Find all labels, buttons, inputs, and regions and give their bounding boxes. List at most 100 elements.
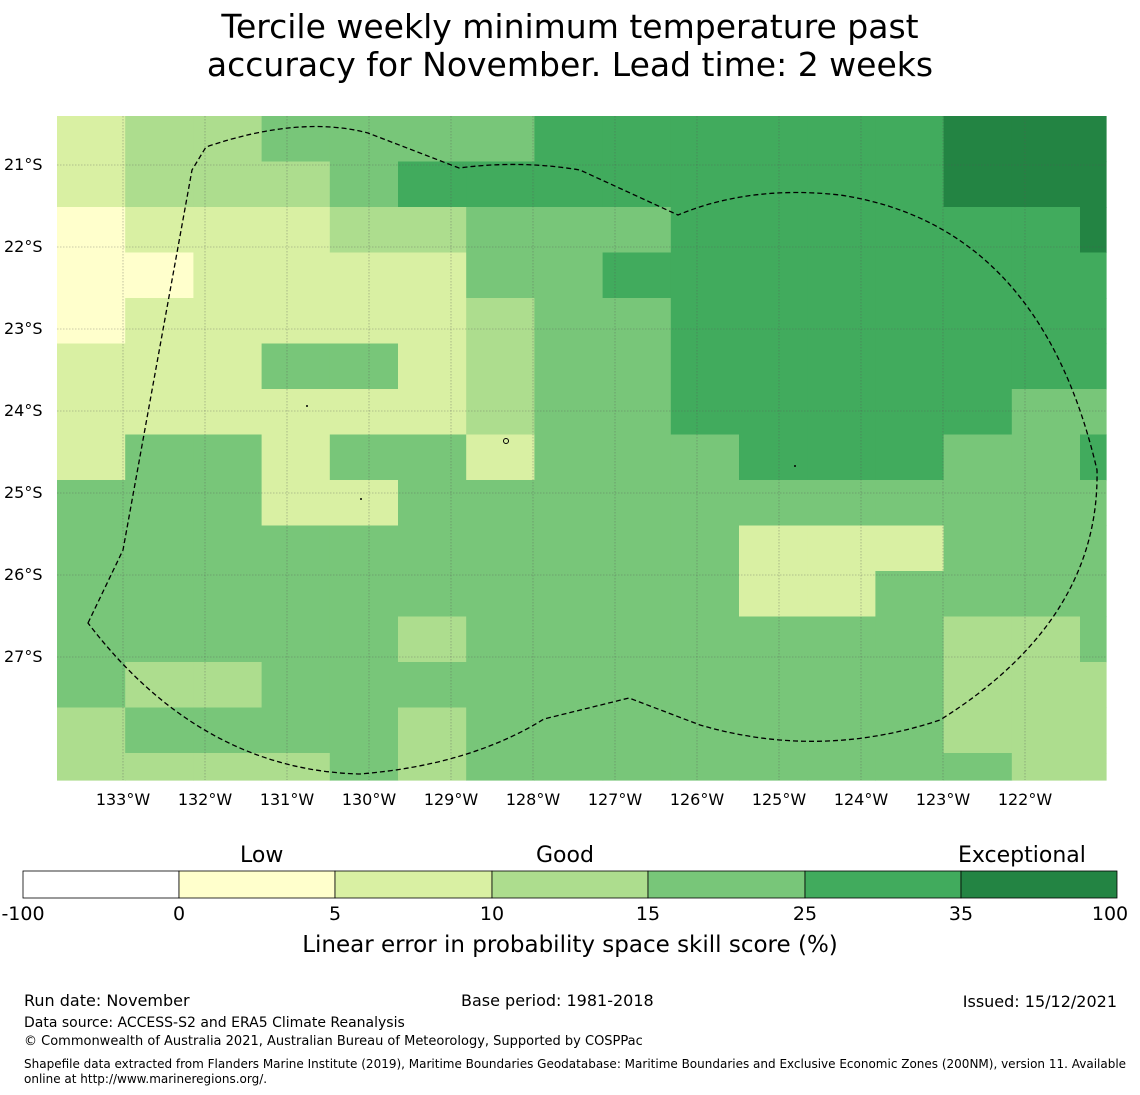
lon-label: 122°W [997,790,1053,809]
grid-cell [534,298,604,345]
grid-cell [807,207,876,254]
grid-cell [329,207,399,254]
colorbar-segment [960,870,1118,899]
grid-cell [193,434,263,481]
run-date: Run date: November [24,991,190,1010]
grid-cell [943,343,1013,390]
grid-cell [261,298,331,345]
grid-cell [125,753,194,781]
grid-cell [807,343,876,390]
grid-cell [193,525,263,572]
grid-cell [398,298,467,345]
grid-cell [261,662,331,709]
grid-cell [602,571,672,618]
lon-label: 127°W [587,790,643,809]
grid-cell [466,116,535,163]
grid-cell [193,252,263,299]
grid-cell [1011,116,1081,163]
grid-cell [1011,161,1081,208]
base-period: Base period: 1981-2018 [461,991,654,1010]
grid-cell [534,434,604,481]
grid-cell [1011,434,1081,481]
grid-cell [261,434,331,481]
colorbar-segment [22,870,180,899]
grid-cell [261,389,331,436]
grid-cell [943,116,1013,163]
grid-cell [602,707,672,754]
grid-cell [875,525,945,572]
grid-cell [943,662,1013,709]
grid-cell [329,662,399,709]
lat-label: 23°S [4,319,43,338]
island-marker [306,405,308,407]
grid-cell [1011,707,1081,754]
grid-cell [57,753,126,781]
lon-label: 133°W [95,790,151,809]
grid-cell [602,116,672,163]
grid-cell [329,161,399,208]
grid-cell [602,480,672,527]
grid-cell [125,389,194,436]
grid-cell [670,480,740,527]
grid-cell [875,116,945,163]
colorbar-tick: 25 [792,903,818,925]
lon-label: 128°W [505,790,561,809]
grid-cell [57,252,126,299]
colorbar-segment [491,870,649,899]
grid-cell [466,525,535,572]
grid-cell [125,707,194,754]
grid-cell [534,116,604,163]
colorbar-segment [178,870,336,899]
grid-cell [670,343,740,390]
lon-label: 130°W [341,790,397,809]
grid-cell [329,480,399,527]
grid-cell [125,434,194,481]
grid-cell [875,298,945,345]
grid-cell [57,207,126,254]
grid-cell [1011,480,1081,527]
grid-cell [602,389,672,436]
grid-cell [329,525,399,572]
colorbar-segment [334,870,493,899]
grid-cell [739,389,808,436]
grid-cell [534,753,604,781]
grid-cell [602,616,672,663]
grid-cell [943,525,1013,572]
grid-cell [261,707,331,754]
grid-cell [943,161,1013,208]
colorbar-tick: 35 [948,903,974,925]
grid-cell [670,753,740,781]
issued-date: Issued: 15/12/2021 [962,992,1117,1011]
grid-cell [602,434,672,481]
grid-cell [1080,116,1107,163]
grid-cell [125,298,194,345]
grid-cell [807,116,876,163]
grid-cell [398,480,467,527]
grid-cell [193,343,263,390]
grid-cell [670,616,740,663]
grid-cell [125,662,194,709]
grid-cell [466,207,535,254]
grid-cell [329,753,399,781]
grid-cell [1080,434,1107,481]
grid-cell [739,207,808,254]
data-source: Data source: ACCESS-S2 and ERA5 Climate … [24,1015,405,1031]
grid-cell [739,434,808,481]
colorbar-tick: 15 [635,903,661,925]
grid-cell [1011,662,1081,709]
grid-cell [943,616,1013,663]
lat-label: 22°S [4,237,43,256]
grid-cell [398,571,467,618]
grid-cell [261,116,331,163]
grid-cell [1080,343,1107,390]
grid-cell [57,116,126,163]
colorbar-segment [804,870,962,899]
grid-cell [466,707,535,754]
grid-cell [670,116,740,163]
category-exceptional: Exceptional [958,843,1086,868]
grid-cell [602,161,672,208]
grid-cell [193,116,263,163]
lon-label: 125°W [751,790,807,809]
grid-cell [125,252,194,299]
grid-cell [57,707,126,754]
